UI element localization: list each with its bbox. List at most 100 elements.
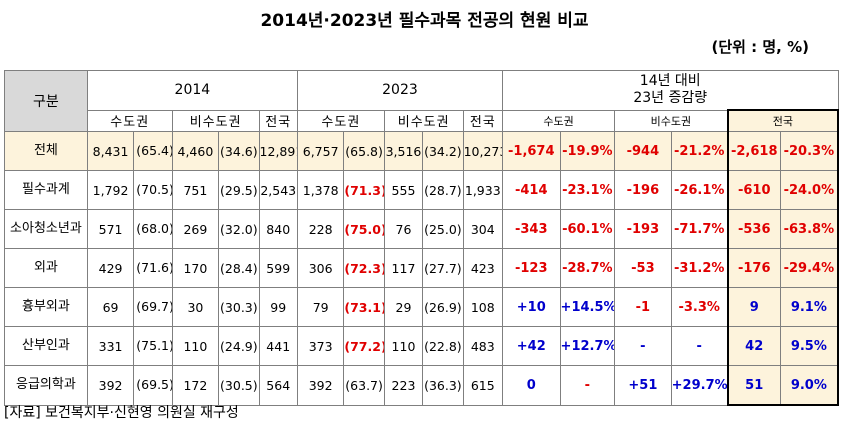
cell-2023-national: 615: [462, 365, 503, 406]
cell-2023-non-capital: 76: [383, 209, 424, 249]
cell-2023-capital: 392: [296, 365, 345, 406]
cell-change-national: -2,618: [726, 131, 781, 171]
cell-change-capital: +42: [501, 326, 561, 366]
cell-change-national-pct: 9.1%: [779, 287, 839, 327]
row-label: 응급의학과: [4, 365, 88, 406]
cell-change-non-capital: -944: [614, 131, 672, 171]
header-change-line2: 23년 증감량: [633, 90, 708, 106]
cell-2014-non-capital-pct: (30.3): [218, 287, 260, 327]
cell-2023-capital-pct: (72.3): [343, 248, 385, 288]
cell-2014-capital: 8,431: [86, 131, 135, 171]
cell-change-capital-pct: -23.1%: [559, 170, 616, 210]
cell-change-capital-pct: -28.7%: [559, 248, 616, 288]
cell-change-non-capital: +51: [614, 365, 672, 406]
cell-2014-non-capital-pct: (30.5): [218, 365, 260, 406]
cell-change-national: -536: [726, 209, 781, 249]
unit-label: (단위 : 명, %): [711, 38, 809, 56]
cell-change-national: 42: [726, 326, 781, 366]
header-2023-national: 전국: [462, 109, 503, 132]
row-label: 흉부외과: [4, 287, 88, 327]
cell-change-non-capital-pct: +29.7%: [670, 365, 729, 406]
cell-2014-capital: 571: [86, 209, 135, 249]
cell-2014-capital: 69: [86, 287, 135, 327]
cell-change-national: -176: [726, 248, 781, 288]
row-label: 외과: [4, 248, 88, 288]
cell-change-non-capital-pct: -26.1%: [670, 170, 729, 210]
cell-2023-capital: 6,757: [296, 131, 345, 171]
cell-change-capital-pct: -19.9%: [559, 131, 616, 171]
row-label: 소아청소년과: [4, 209, 88, 249]
cell-change-capital-pct: -: [559, 365, 616, 406]
header-2023-capital: 수도권: [296, 109, 385, 132]
cell-change-national-pct: -29.4%: [779, 248, 839, 288]
header-2014-capital: 수도권: [86, 109, 173, 132]
cell-change-national-pct: -20.3%: [779, 131, 839, 171]
cell-2023-non-capital: 223: [383, 365, 424, 406]
cell-2014-national: 12,891: [258, 131, 298, 171]
cell-2023-non-capital: 110: [383, 326, 424, 366]
cell-2014-non-capital: 751: [171, 170, 220, 210]
cell-2023-capital-pct: (71.3): [343, 170, 385, 210]
cell-change-non-capital-pct: -3.3%: [670, 287, 729, 327]
cell-2023-national: 483: [462, 326, 503, 366]
cell-change-national: 51: [726, 365, 781, 406]
table-row: 외과 429 (71.6) 170 (28.4) 599 306 (72.3) 117 (27.7…: [4, 248, 839, 288]
header-change-non-capital: 비수도권: [614, 109, 729, 132]
cell-change-national-pct: -63.8%: [779, 209, 839, 249]
cell-2014-non-capital: 30: [171, 287, 220, 327]
cell-2014-non-capital: 170: [171, 248, 220, 288]
cell-2023-non-capital-pct: (34.2): [422, 131, 464, 171]
cell-change-national: 9: [726, 287, 781, 327]
header-change: 14년 대비 23년 증감량: [501, 70, 839, 111]
cell-change-capital: +10: [501, 287, 561, 327]
cell-2014-capital-pct: (68.0): [133, 209, 173, 249]
table-row: 산부인과 331 (75.1) 110 (24.9) 441 373 (77.2) 110 (22…: [4, 326, 839, 366]
cell-change-capital: -343: [501, 209, 561, 249]
cell-2014-national: 99: [258, 287, 298, 327]
cell-change-non-capital-pct: -21.2%: [670, 131, 729, 171]
cell-2023-national: 1,933: [462, 170, 503, 210]
table-title: 2014년·2023년 필수과목 전공의 현원 비교: [260, 11, 589, 31]
cell-change-non-capital: -196: [614, 170, 672, 210]
table-row: 전체8,431(65.4)4,460(34.6)12,8916,757(65.8…: [4, 131, 839, 171]
cell-2014-capital: 1,792: [86, 170, 135, 210]
cell-2014-capital: 331: [86, 326, 135, 366]
table-row: 소아청소년과 571 (68.0) 269 (32.0) 840 228 (75.0) 76 (2…: [4, 209, 839, 249]
cell-change-non-capital-pct: -31.2%: [670, 248, 729, 288]
header-change-capital: 수도권: [501, 109, 616, 132]
header-2023-non-capital: 비수도권: [383, 109, 464, 132]
cell-2014-capital: 392: [86, 365, 135, 406]
cell-2014-capital-pct: (71.6): [133, 248, 173, 288]
cell-2014-capital-pct: (75.1): [133, 326, 173, 366]
cell-2014-national: 2,543: [258, 170, 298, 210]
header-year-2014: 2014: [86, 70, 298, 111]
cell-change-national-pct: 9.0%: [779, 365, 839, 406]
header-year-2023: 2023: [296, 70, 503, 111]
comparison-table: 구분 2014 2023 14년 대비 23년 증감량 수도권 비수도권 전국 …: [4, 70, 840, 406]
cell-2023-national: 10,273: [462, 131, 503, 171]
cell-2023-capital: 1,378: [296, 170, 345, 210]
header-change-national: 전국: [726, 109, 840, 132]
cell-2014-non-capital: 269: [171, 209, 220, 249]
row-label: 전체: [4, 131, 88, 171]
cell-2014-capital-pct: (70.5): [133, 170, 173, 210]
cell-2014-non-capital: 172: [171, 365, 220, 406]
cell-2014-national: 840: [258, 209, 298, 249]
cell-2014-national: 564: [258, 365, 298, 406]
cell-2014-non-capital-pct: (24.9): [218, 326, 260, 366]
cell-2014-non-capital: 4,460: [171, 131, 220, 171]
cell-2023-capital-pct: (75.0): [343, 209, 385, 249]
cell-2014-non-capital-pct: (28.4): [218, 248, 260, 288]
cell-2014-capital: 429: [86, 248, 135, 288]
cell-change-capital: -123: [501, 248, 561, 288]
cell-change-capital: -1,674: [501, 131, 561, 171]
cell-2023-national: 304: [462, 209, 503, 249]
cell-2014-non-capital-pct: (34.6): [218, 131, 260, 171]
cell-2014-non-capital-pct: (29.5): [218, 170, 260, 210]
cell-2023-capital-pct: (77.2): [343, 326, 385, 366]
cell-change-capital: 0: [501, 365, 561, 406]
cell-2014-capital-pct: (69.7): [133, 287, 173, 327]
header-change-line1: 14년 대비: [639, 73, 701, 89]
cell-2023-non-capital: 117: [383, 248, 424, 288]
table-row: 응급의학과 392 (69.5) 172 (30.5) 564 392 (63.7) 223 (3…: [4, 365, 839, 406]
